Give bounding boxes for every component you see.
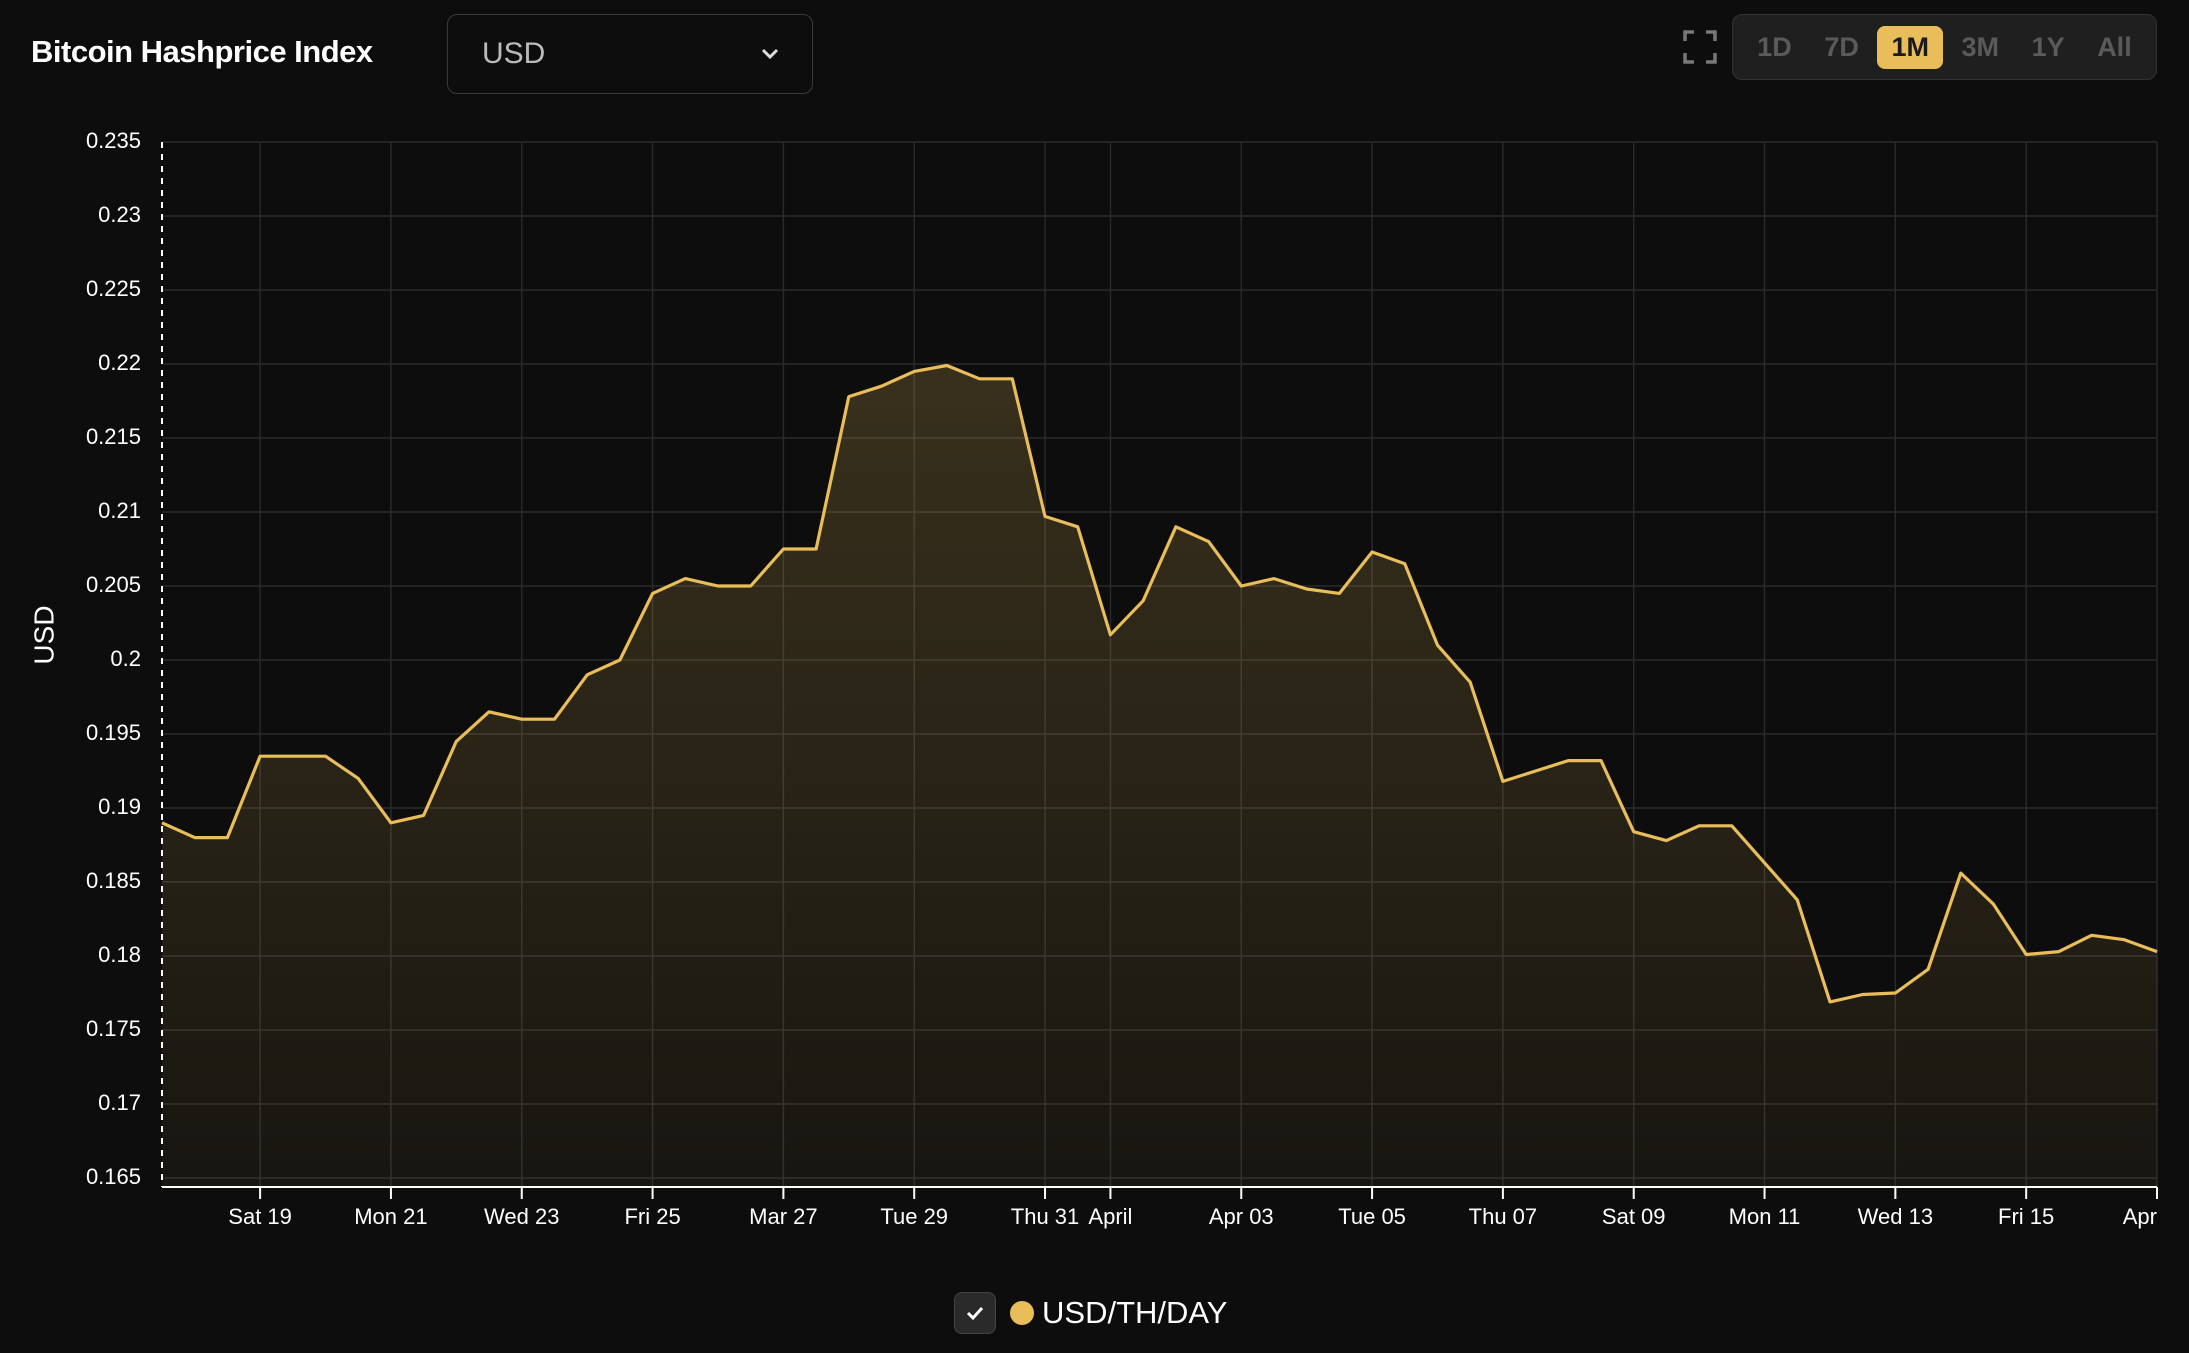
page-title: Bitcoin Hashprice Index [31, 34, 373, 69]
y-tick-label: 0.215 [86, 424, 141, 449]
x-tick-label: Sat 09 [1602, 1204, 1666, 1229]
x-tick-label: Apr [2123, 1204, 2157, 1229]
x-tick-label: Fri 15 [1998, 1204, 2054, 1229]
y-tick-label: 0.21 [98, 498, 141, 523]
y-axis-label: USD [28, 605, 59, 664]
x-tick-label: Apr 03 [1209, 1204, 1274, 1229]
range-button[interactable]: 1D [1757, 31, 1792, 62]
x-tick-label: Tue 29 [880, 1204, 948, 1229]
x-tick-label: Mon 11 [1729, 1204, 1801, 1229]
legend-label: USD/TH/DAY [1042, 1295, 1228, 1330]
y-tick-label: 0.19 [98, 794, 141, 819]
y-tick-label: 0.195 [86, 720, 141, 745]
y-tick-label: 0.225 [86, 276, 141, 301]
x-tick-label: Thu 31 [1011, 1204, 1080, 1229]
x-tick-label: Fri 25 [624, 1204, 680, 1229]
y-tick-label: 0.175 [86, 1016, 141, 1041]
y-tick-label: 0.17 [98, 1090, 141, 1115]
range-selector: 1D 7D 1M 3M 1Y All [1732, 14, 2157, 80]
legend: USD/TH/DAY [954, 1292, 1227, 1334]
range-button[interactable]: 1Y [2031, 31, 2065, 62]
y-tick-label: 0.205 [86, 572, 141, 597]
x-tick-label: Tue 05 [1338, 1204, 1406, 1229]
y-tick-label: 0.18 [98, 942, 141, 967]
fullscreen-button[interactable] [1683, 30, 1717, 64]
currency-select[interactable]: USD [447, 14, 813, 94]
y-tick-label: 0.22 [98, 350, 141, 375]
x-tick-label: Mon 21 [354, 1204, 427, 1229]
chevron-icon [761, 48, 779, 60]
range-button[interactable]: 7D [1824, 31, 1859, 62]
x-tick-label: Thu 07 [1469, 1204, 1538, 1229]
y-tick-label: 0.185 [86, 868, 141, 893]
y-tick-label: 0.165 [86, 1164, 141, 1189]
x-tick-label: Wed 13 [1858, 1204, 1933, 1229]
x-tick-label: Wed 23 [484, 1204, 559, 1229]
currency-value: USD [482, 37, 546, 70]
x-tick-label: Sat 19 [228, 1204, 292, 1229]
legend-swatch [1010, 1301, 1034, 1325]
range-button[interactable]: 3M [1961, 31, 2000, 62]
line [161, 363, 2158, 1004]
y-tick-label: 0.2 [110, 646, 141, 671]
y-tick-label: 0.23 [98, 202, 141, 227]
check-icon [966, 1306, 984, 1321]
legend-checkbox[interactable] [954, 1292, 996, 1334]
y-tick-label: 0.235 [86, 128, 141, 153]
range-button[interactable]: All [2097, 31, 2132, 62]
x-tick-label: Mar 27 [749, 1204, 817, 1229]
area [162, 365, 2157, 1187]
range-button[interactable]: 1M [1877, 25, 1943, 69]
x-tick-label: April [1088, 1204, 1132, 1229]
